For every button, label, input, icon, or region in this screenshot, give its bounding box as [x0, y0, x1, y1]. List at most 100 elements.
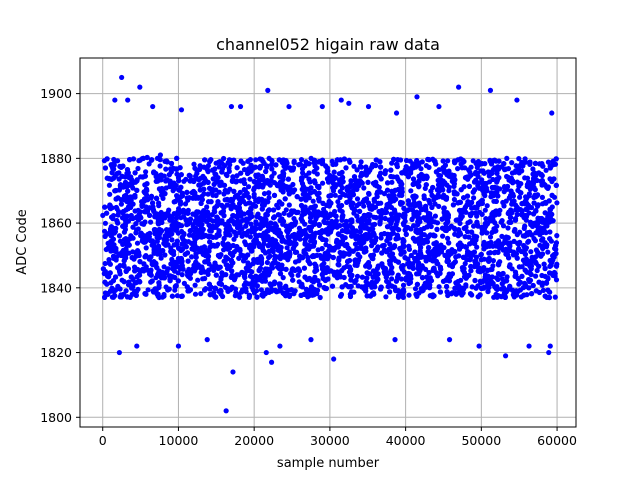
data-point: [241, 230, 247, 237]
data-point: [324, 220, 330, 226]
data-point: [273, 223, 279, 229]
data-point: [495, 276, 501, 282]
data-point: [241, 167, 248, 173]
data-point: [167, 276, 173, 282]
data-point: [324, 165, 330, 171]
data-point: [499, 233, 505, 239]
data-point: [242, 180, 248, 187]
data-point: [130, 284, 136, 290]
data-point: [318, 255, 324, 261]
data-point: [337, 179, 343, 185]
data-point: [546, 198, 552, 204]
data-point: [429, 192, 435, 198]
data-point: [277, 283, 283, 289]
data-point: [285, 229, 291, 235]
data-point: [439, 216, 445, 222]
data-point: [399, 185, 405, 192]
data-point: [205, 179, 211, 185]
data-point: [251, 179, 257, 185]
data-point: [186, 232, 193, 238]
data-point: [108, 248, 114, 254]
data-point: [113, 187, 119, 194]
data-point: [380, 264, 386, 271]
data-point: [294, 194, 300, 200]
data-point: [184, 189, 190, 195]
data-point: [375, 200, 381, 206]
data-point: [213, 160, 219, 166]
data-point: [302, 274, 308, 280]
data-point: [179, 293, 185, 299]
data-point: [472, 204, 478, 210]
data-point: [311, 157, 317, 163]
data-point: [203, 213, 209, 219]
data-point: [506, 241, 512, 247]
data-point: [224, 232, 230, 238]
data-point: [162, 252, 168, 258]
data-point: [304, 234, 310, 240]
data-point: [352, 182, 358, 188]
data-point: [229, 178, 235, 184]
data-point: [423, 163, 429, 169]
data-point: [308, 228, 314, 234]
data-point: [508, 188, 514, 194]
data-point: [298, 157, 305, 163]
data-point: [179, 246, 185, 252]
data-point: [215, 221, 221, 228]
data-point: [448, 291, 454, 297]
data-point: [543, 167, 549, 173]
data-point: [337, 194, 343, 200]
chart-title: channel052 higain raw data: [216, 35, 440, 54]
data-point: [472, 187, 478, 193]
data-point: [102, 260, 108, 267]
data-point: [384, 224, 391, 230]
data-point: [162, 215, 168, 221]
data-point: [363, 288, 369, 294]
data-point: [236, 255, 242, 261]
data-point: [270, 227, 276, 233]
data-point: [406, 292, 412, 298]
data-point: [429, 204, 435, 210]
data-point: [327, 173, 333, 179]
data-point: [280, 189, 286, 195]
data-point: [290, 165, 297, 171]
data-point: [254, 294, 260, 300]
data-point: [201, 244, 207, 250]
data-point: [319, 246, 325, 252]
data-point: [333, 213, 339, 219]
data-point: [378, 235, 384, 241]
data-point: [350, 248, 356, 254]
data-point: [271, 192, 278, 198]
data-point: [210, 167, 216, 173]
data-point: [528, 249, 534, 255]
data-point: [218, 252, 224, 258]
data-point: [441, 205, 447, 211]
data-point: [539, 237, 545, 243]
data-point: [542, 200, 548, 206]
data-point: [406, 246, 412, 252]
data-point: [348, 277, 354, 283]
data-point: [219, 169, 225, 175]
data-point: [285, 176, 291, 182]
data-point: [213, 272, 219, 278]
data-point: [121, 291, 127, 297]
data-point: [530, 166, 536, 172]
data-point: [442, 162, 448, 168]
data-point: [357, 208, 363, 214]
data-point: [403, 231, 409, 237]
data-point: [359, 170, 365, 176]
data-point: [415, 222, 421, 228]
data-point: [522, 267, 528, 273]
data-point: [117, 238, 123, 244]
data-point: [310, 198, 316, 204]
data-point: [370, 268, 377, 274]
data-point: [261, 216, 267, 222]
data-point: [375, 189, 381, 195]
data-point: [452, 259, 458, 265]
data-point: [451, 196, 457, 203]
data-point: [506, 177, 512, 183]
data-point: [320, 275, 326, 282]
data-point: [424, 224, 430, 230]
data-point: [547, 207, 553, 213]
data-point: [483, 185, 489, 191]
data-point: [526, 285, 532, 291]
